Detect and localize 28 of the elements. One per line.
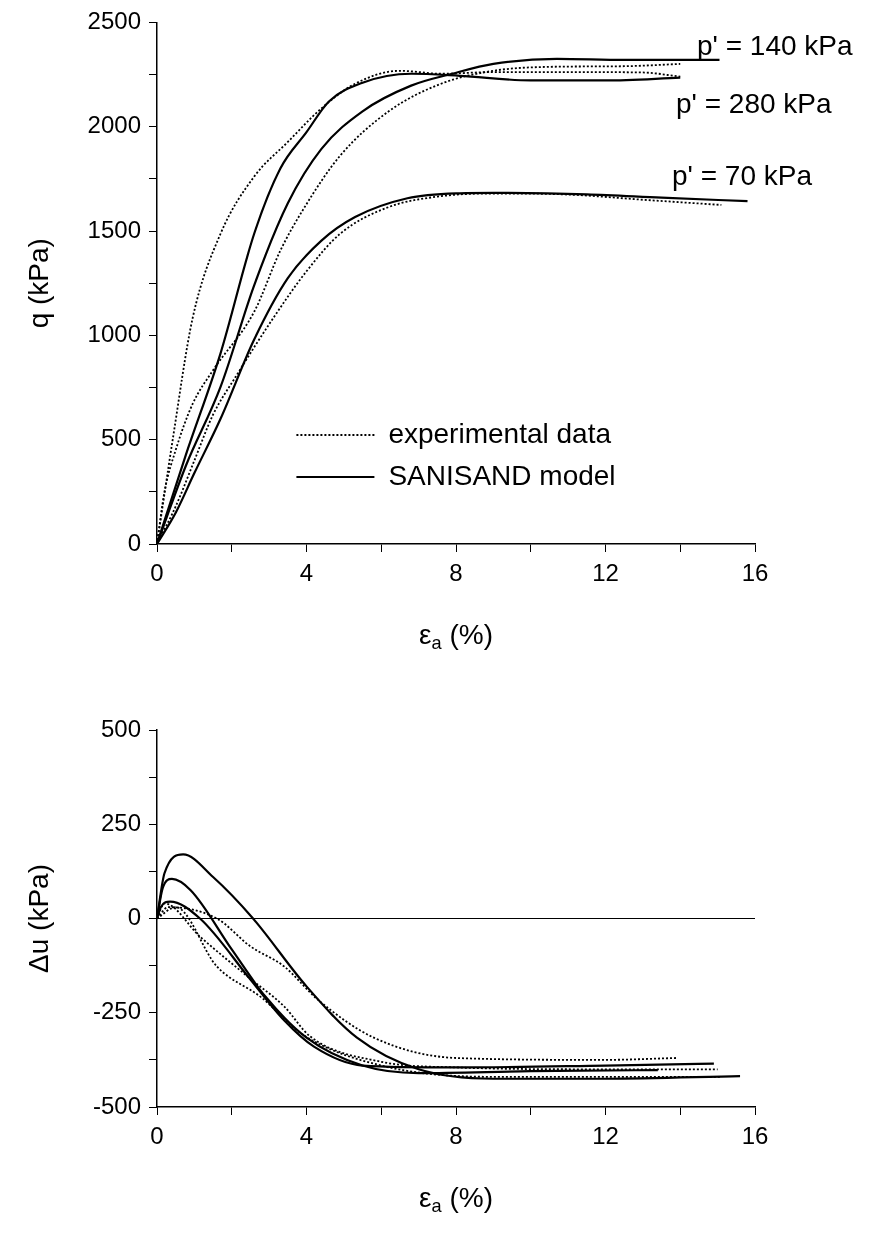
x-tick-label: 8 (449, 559, 463, 587)
y-tick-label: -500 (92, 1091, 141, 1119)
x-tick-label: 0 (150, 559, 164, 587)
y-tick-label: 500 (100, 714, 141, 742)
y-axis-title: Δu (kPa) (22, 864, 54, 973)
y-tick-label: 1500 (87, 215, 141, 243)
x-tick-label: 4 (299, 1122, 314, 1150)
x-tick-label: 4 (299, 559, 314, 587)
annotation: p' = 70 kPa (672, 160, 813, 192)
y-tick-label: 0 (127, 528, 141, 556)
x-tick-label: 12 (592, 559, 619, 587)
annotation: p' = 280 kPa (676, 88, 832, 120)
y-tick-label: 250 (100, 808, 141, 836)
x-tick-label: 16 (741, 559, 769, 587)
y-tick-label: 0 (127, 903, 141, 931)
legend-label: SANISAND model (388, 459, 616, 491)
x-tick-label: 0 (150, 1122, 164, 1150)
x-tick-label: 12 (592, 1122, 619, 1150)
y-tick-label: -250 (92, 997, 141, 1025)
x-tick-label: 8 (449, 1122, 463, 1150)
y-tick-label: 2500 (87, 7, 141, 35)
y-tick-label: 500 (100, 424, 141, 452)
y-axis-title: q (kPa) (22, 238, 54, 329)
x-tick-label: 16 (741, 1122, 769, 1150)
annotation: p' = 140 kPa (697, 30, 853, 62)
y-tick-label: 1000 (87, 319, 141, 347)
legend-label: experimental data (388, 417, 612, 449)
y-tick-label: 2000 (87, 111, 141, 139)
